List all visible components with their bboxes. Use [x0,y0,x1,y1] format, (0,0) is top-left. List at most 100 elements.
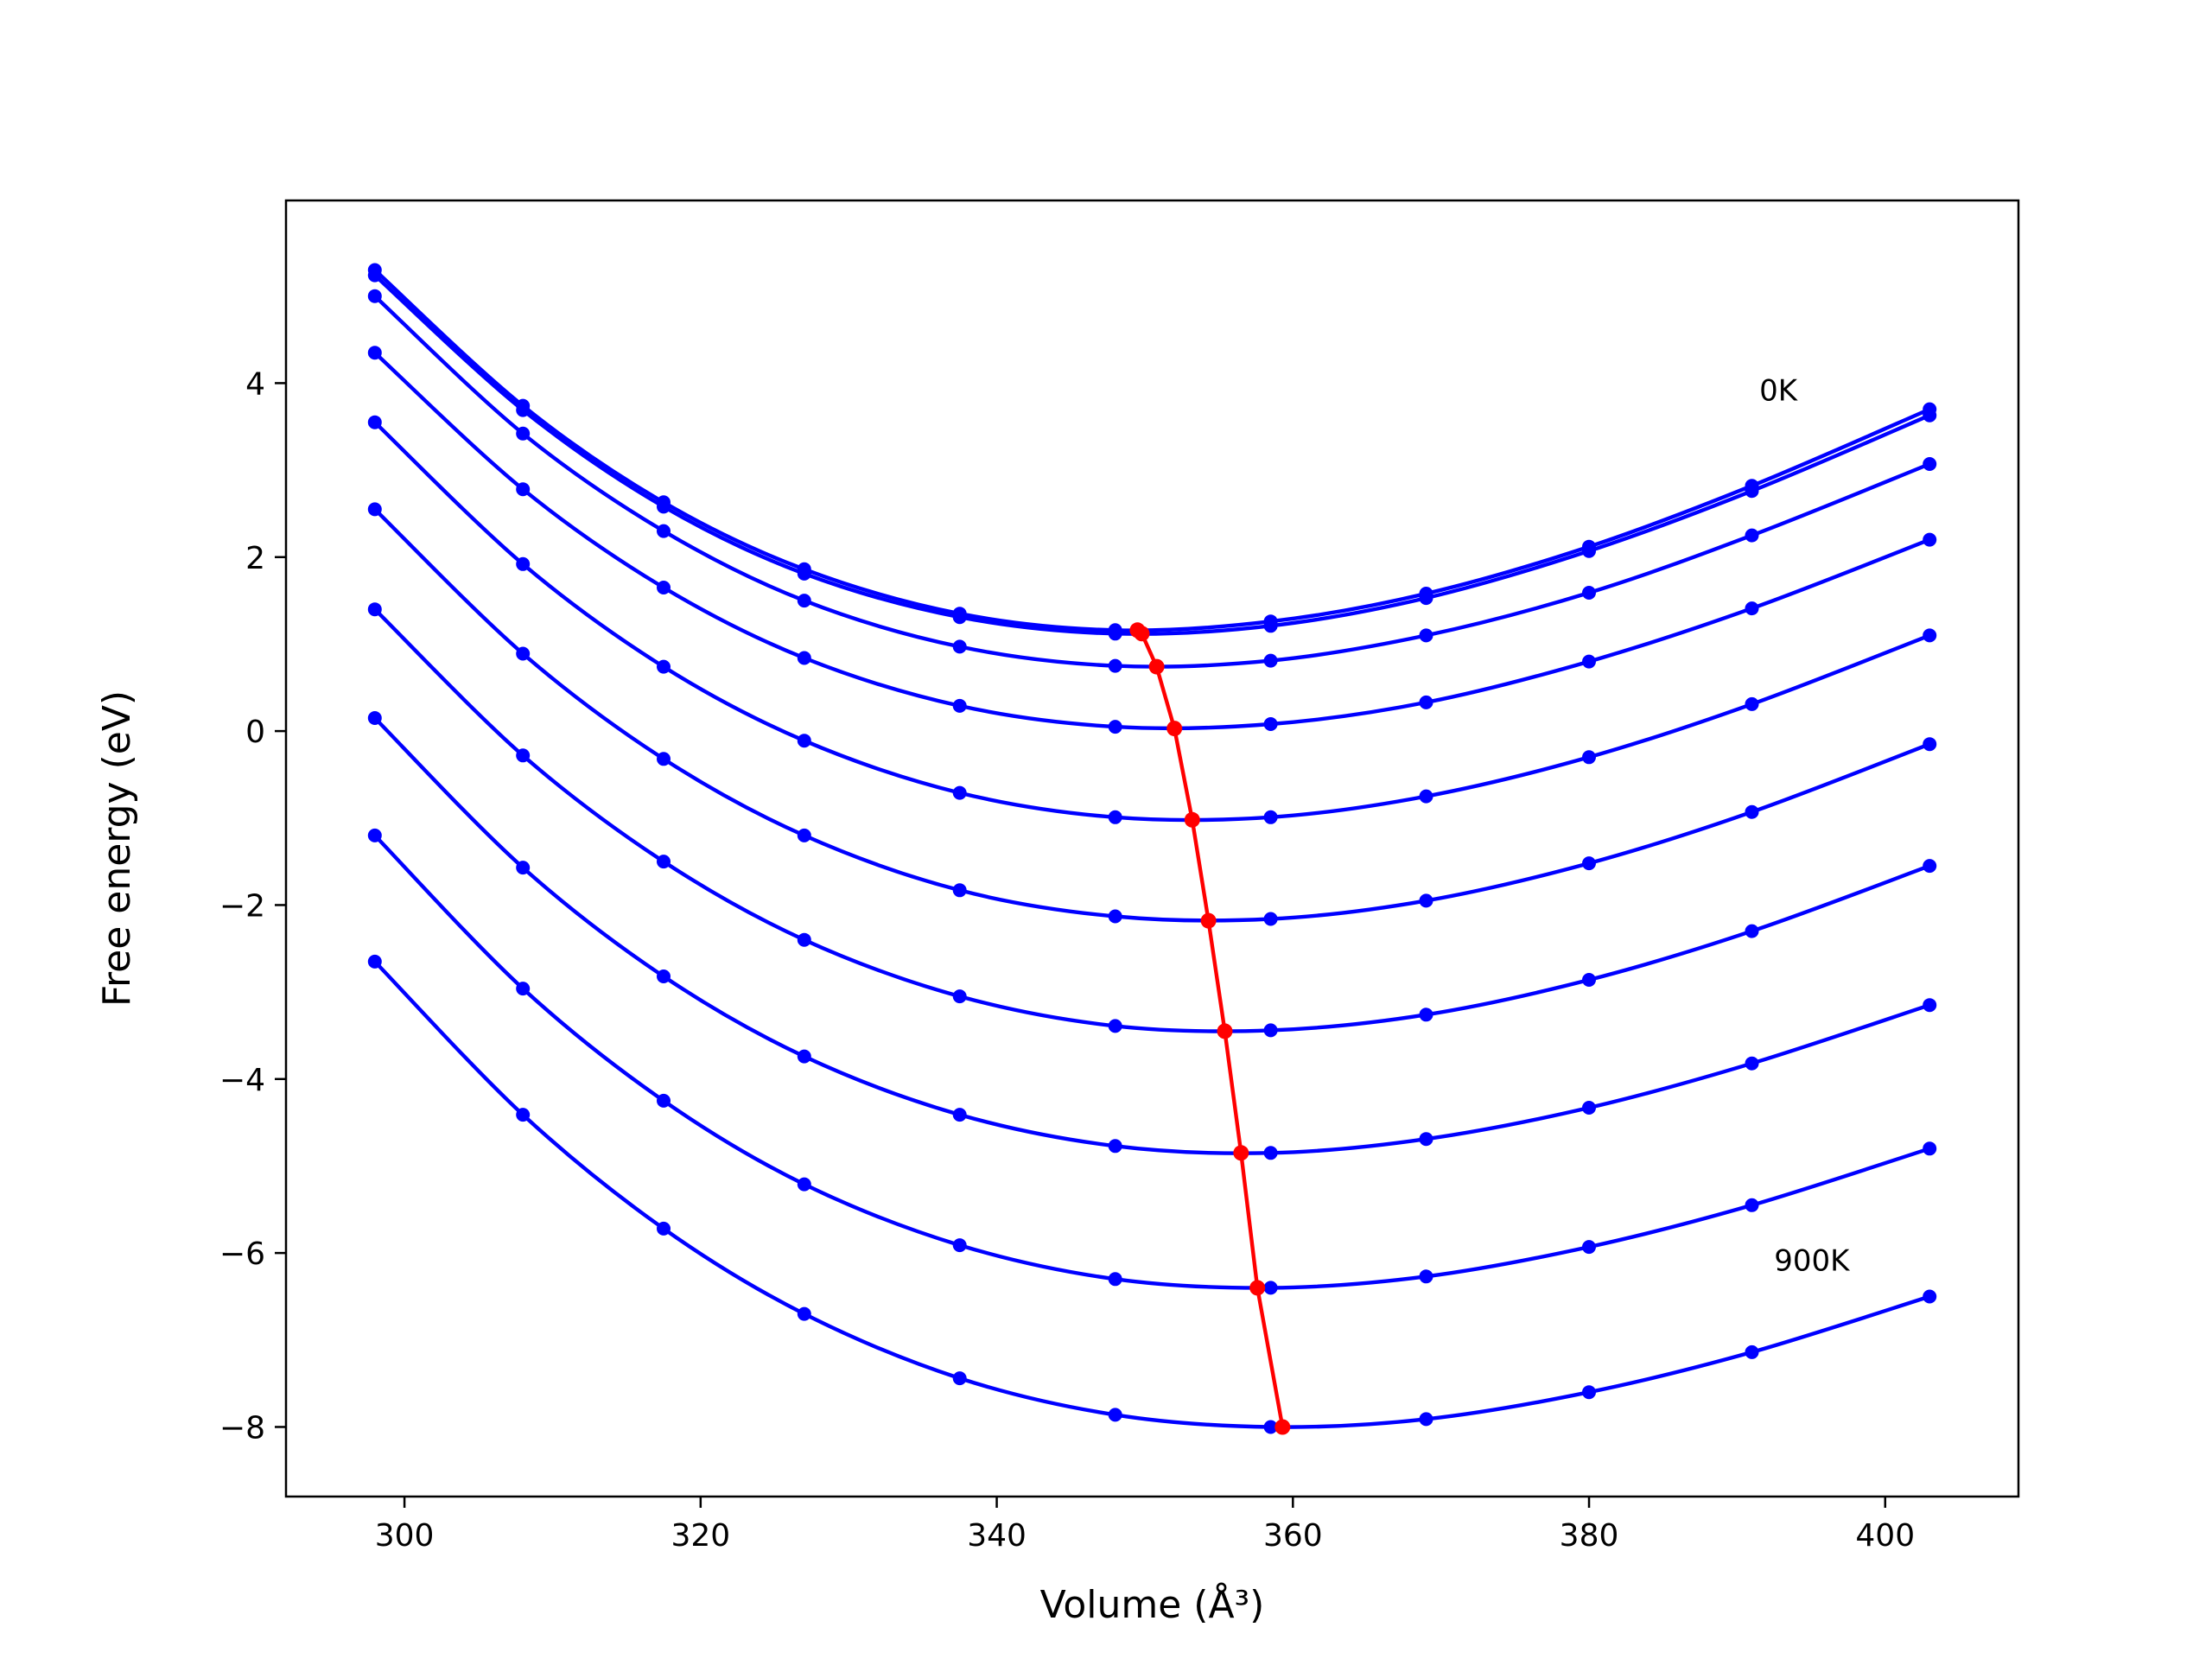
data-point-marker [367,289,382,303]
data-point-marker [797,932,811,947]
data-point-marker [367,502,382,517]
x-tick-label: 340 [967,1518,1027,1554]
data-point-marker [1582,750,1596,765]
data-point-marker [1419,628,1433,643]
data-point-marker [1745,804,1759,819]
data-point-marker [367,415,382,429]
free-energy-curve-500K [372,507,1932,923]
data-point-marker [367,602,382,617]
data-point-marker [516,646,531,661]
data-point-marker [1419,1269,1433,1284]
data-point-marker [1263,1023,1278,1038]
plot-area: 300 320 340 360 380 400 −8 −6 −4 −2 0 2 4 [219,199,2020,1554]
minimum-point-marker [1200,912,1217,929]
data-point-marker [797,1049,811,1064]
x-axis-label: Volume (Å³) [1040,1581,1265,1627]
data-point-marker [516,426,531,441]
data-point-marker [657,524,671,538]
data-point-marker [1745,696,1759,711]
minimum-point-marker [1148,658,1165,675]
data-point-marker [1745,601,1759,616]
x-tick-label: 360 [1263,1518,1323,1554]
data-point-marker [367,268,382,283]
data-point-marker [1745,484,1759,499]
data-point-marker [1582,543,1596,558]
x-tick-label: 380 [1560,1518,1619,1554]
minima-line [1136,628,1285,1427]
data-point-marker [797,594,811,608]
data-point-marker [367,828,382,842]
data-point-marker [1582,973,1596,987]
data-point-marker [952,1371,967,1386]
data-point-marker [1263,1420,1278,1434]
data-point-marker [1745,924,1759,938]
data-point-marker [1263,717,1278,731]
data-point-marker [1108,1408,1122,1422]
data-point-marker [657,855,671,869]
data-point-marker [1108,626,1122,641]
x-tick-label: 400 [1855,1518,1915,1554]
data-point-marker [1263,653,1278,668]
minimum-point-marker [1166,721,1183,737]
data-point-marker [1582,654,1596,669]
data-point-marker [952,785,967,800]
data-point-marker [952,698,967,713]
data-point-marker [657,1093,671,1108]
x-tick-label: 320 [671,1518,730,1554]
data-point-marker [952,610,967,625]
data-point-marker [1923,737,1937,752]
y-tick-label: −8 [219,1410,265,1446]
free-energy-curve-900K [372,959,1932,1429]
data-point-marker [516,556,531,571]
data-point-marker [797,1306,811,1321]
minimum-point-marker [1217,1023,1233,1039]
data-point-marker [1582,1101,1596,1115]
minimum-point-marker [1184,811,1200,828]
data-point-marker [1419,1412,1433,1427]
data-point-marker [1582,586,1596,600]
annotation-0K: 0K [1759,374,1799,409]
free-energy-curve-700K [372,715,1932,1155]
data-point-marker [952,883,967,898]
data-point-marker [797,566,811,581]
data-point-marker [1582,1385,1596,1400]
data-point-marker [516,1108,531,1122]
data-point-marker [1923,1141,1937,1156]
data-point-marker [657,969,671,983]
data-point-marker [1108,810,1122,824]
data-point-marker [657,581,671,594]
data-point-marker [797,828,811,842]
x-tick-label: 300 [375,1518,435,1554]
data-point-marker [1923,998,1937,1013]
data-point-marker [1923,408,1937,423]
data-point-marker [516,861,531,875]
data-point-marker [1419,1132,1433,1147]
data-point-marker [1419,1007,1433,1022]
free-energy-curve-400K [372,420,1932,823]
data-point-marker [1745,1198,1759,1212]
data-point-marker [657,499,671,514]
free-energy-curve-800K [372,833,1932,1290]
data-point-marker [952,989,967,1004]
data-point-marker [1108,909,1122,924]
data-point-marker [657,659,671,674]
data-point-marker [952,639,967,654]
y-tick-label: −4 [219,1063,265,1098]
data-point-marker [1582,1240,1596,1255]
data-point-marker [1923,859,1937,874]
y-axis-label: Free energy (eV) [95,690,139,1007]
data-point-marker [1745,1344,1759,1359]
minimum-point-marker [1233,1145,1249,1161]
free-energy-curve-200K [372,294,1932,669]
data-point-marker [797,1177,811,1192]
data-point-marker [1108,1272,1122,1287]
free-energy-curve-100K [372,273,1932,636]
data-point-marker [1419,893,1433,908]
minimum-point-marker [1249,1280,1266,1296]
y-tick-label: 0 [245,715,265,750]
data-point-marker [1923,532,1937,547]
minimum-point-marker [1134,626,1150,642]
data-point-marker [1263,619,1278,633]
